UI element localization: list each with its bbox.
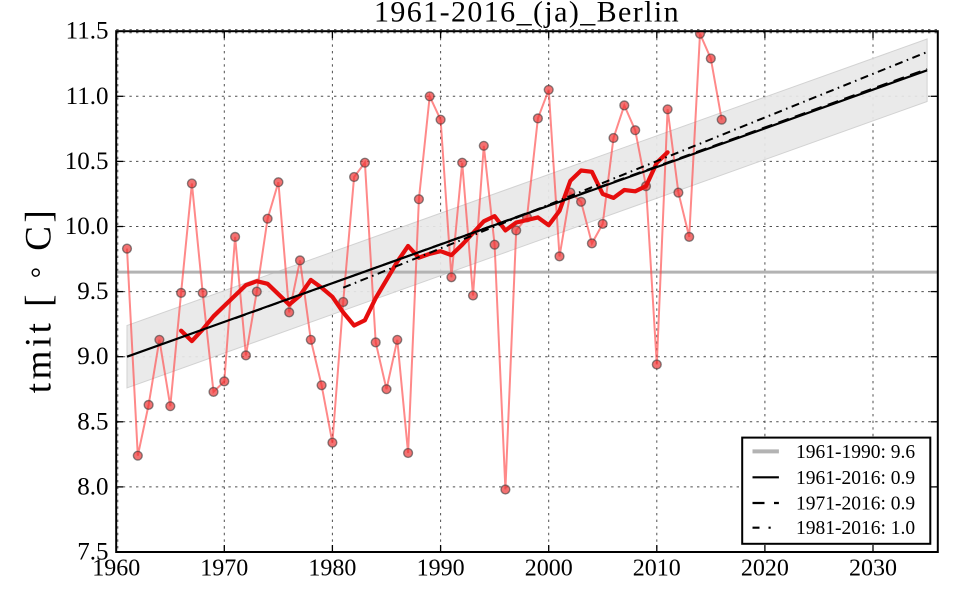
svg-text:8.5: 8.5 [77, 408, 108, 435]
svg-text:11.0: 11.0 [66, 83, 109, 110]
svg-text:9.5: 9.5 [77, 278, 108, 305]
svg-text:2000: 2000 [525, 556, 573, 582]
svg-text:1980: 1980 [308, 556, 356, 582]
svg-text:1970: 1970 [200, 556, 248, 582]
svg-text:8.0: 8.0 [77, 473, 108, 500]
svg-text:9.0: 9.0 [77, 343, 108, 370]
svg-text:7.5: 7.5 [77, 539, 108, 566]
svg-text:1961-2016: 0.9: 1961-2016: 0.9 [796, 468, 915, 489]
svg-text:1981-2016: 1.0: 1981-2016: 1.0 [796, 518, 915, 539]
svg-text:2010: 2010 [633, 556, 681, 582]
svg-text:1961-1990: 9.6: 1961-1990: 9.6 [796, 442, 915, 463]
svg-text:1990: 1990 [417, 556, 465, 582]
svg-text:10.5: 10.5 [65, 148, 109, 175]
svg-text:2020: 2020 [741, 556, 789, 582]
svg-text:1971-2016: 0.9: 1971-2016: 0.9 [796, 494, 915, 515]
svg-text:2030: 2030 [849, 556, 897, 582]
svg-text:tmit [ ° C]: tmit [ ° C] [19, 207, 60, 393]
svg-text:1960: 1960 [92, 556, 140, 582]
svg-text:1961-2016_(ja)_Berlin: 1961-2016_(ja)_Berlin [374, 0, 680, 29]
svg-text:10.0: 10.0 [65, 213, 109, 240]
svg-text:11.5: 11.5 [66, 18, 109, 45]
